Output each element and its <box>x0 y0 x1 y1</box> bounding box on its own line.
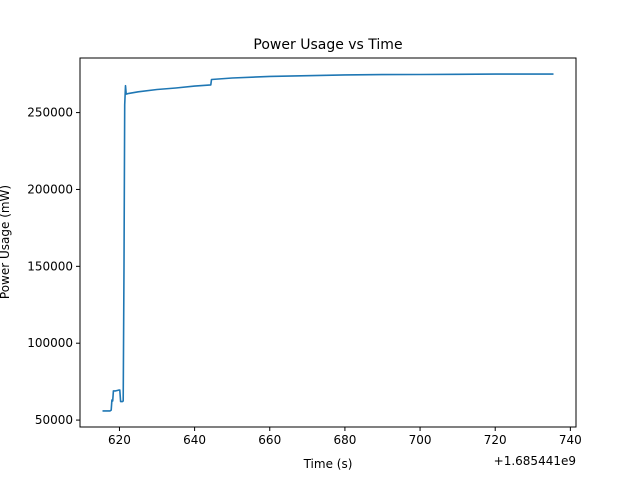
series-layer <box>102 73 554 412</box>
x-tick-label: 720 <box>484 433 507 447</box>
x-tick-label: 660 <box>258 433 281 447</box>
plot-area-frame <box>79 57 577 428</box>
y-tick-label: 100000 <box>27 336 73 350</box>
y-tick-label: 50000 <box>35 413 73 427</box>
x-axis: 620 640 660 680 700 720 740 <box>108 427 582 447</box>
series-line <box>102 73 554 412</box>
y-axis: 50000 100000 150000 200000 250000 <box>27 106 80 427</box>
y-axis-label: Power Usage (mW) <box>0 185 12 299</box>
x-tick-label: 680 <box>333 433 356 447</box>
y-tick-label: 250000 <box>27 106 73 120</box>
x-tick-label: 740 <box>559 433 582 447</box>
x-tick-label: 640 <box>183 433 206 447</box>
x-tick-label: 700 <box>409 433 432 447</box>
x-tick-label: 620 <box>108 433 131 447</box>
y-tick-label: 200000 <box>27 182 73 196</box>
x-axis-label: Time (s) <box>303 457 353 471</box>
y-tick-label: 150000 <box>27 259 73 273</box>
chart-title: Power Usage vs Time <box>253 37 402 53</box>
x-axis-offset-label: +1.685441e9 <box>494 454 576 468</box>
